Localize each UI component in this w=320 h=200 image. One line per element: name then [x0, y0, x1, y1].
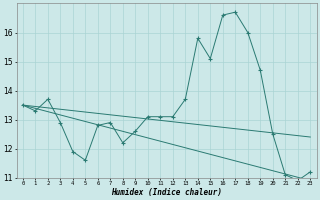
X-axis label: Humidex (Indice chaleur): Humidex (Indice chaleur): [111, 188, 222, 197]
